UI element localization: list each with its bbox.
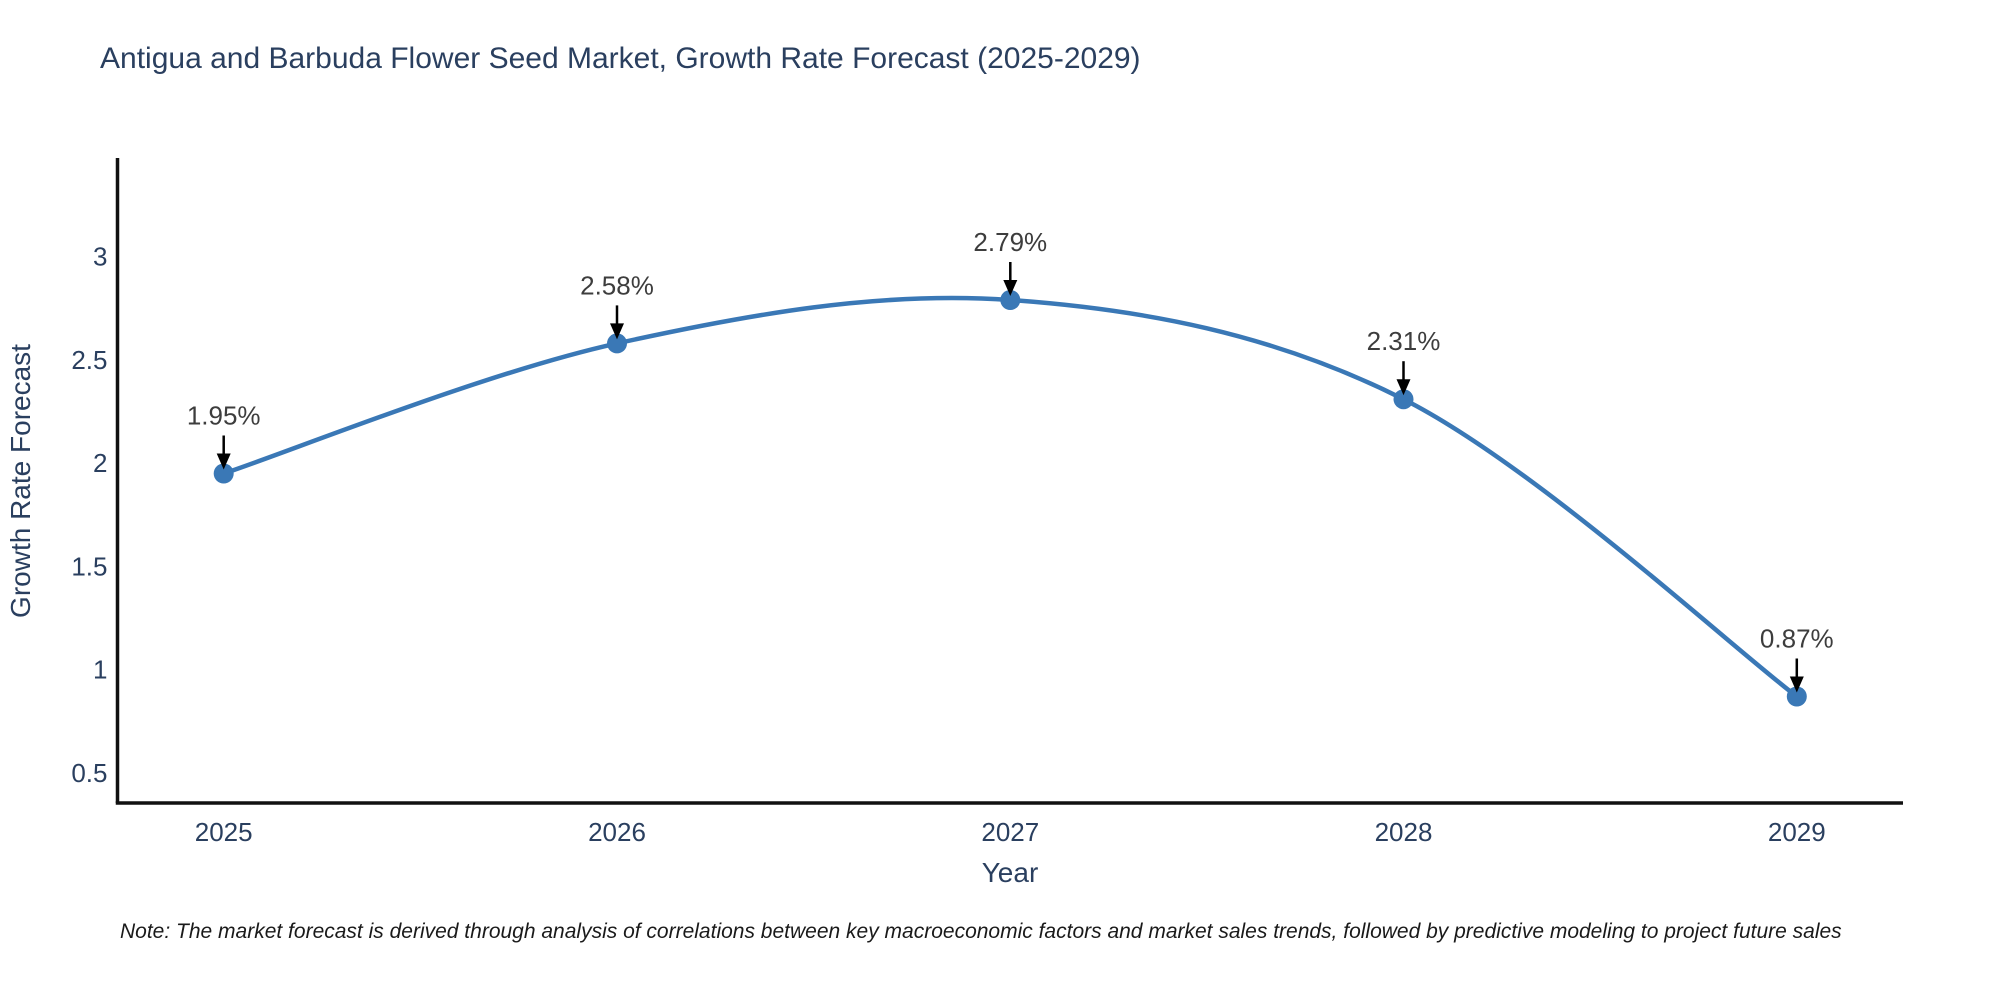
point-annotation-label: 2.58% bbox=[580, 270, 654, 300]
footnote: Note: The market forecast is derived thr… bbox=[120, 920, 1842, 943]
annotation-arrowhead bbox=[610, 323, 624, 340]
x-tick-label: 2026 bbox=[588, 817, 646, 847]
chart-title: Antigua and Barbuda Flower Seed Market, … bbox=[100, 42, 1141, 75]
y-tick-label: 1.5 bbox=[71, 551, 107, 581]
y-tick-label: 2 bbox=[93, 448, 107, 478]
y-tick-label: 2.5 bbox=[71, 345, 107, 375]
forecast-line bbox=[221, 295, 1800, 699]
point-annotation-label: 1.95% bbox=[187, 401, 261, 431]
x-tick-label: 2025 bbox=[195, 817, 253, 847]
plot-series-group: 0.5 1 1.5 2 2.5 3 2025 2026 2027 2028 2029 1.95% 2.5… bbox=[71, 158, 1903, 847]
y-tick-label: 1 bbox=[93, 655, 107, 685]
data-point bbox=[213, 463, 234, 484]
annotation-arrowhead bbox=[216, 453, 231, 470]
y-axis-title: Growth Rate Forecast bbox=[5, 344, 36, 618]
annotation-arrowhead bbox=[1396, 379, 1411, 396]
annotation-arrowhead bbox=[1003, 280, 1018, 296]
x-axis-title: Year bbox=[982, 857, 1039, 888]
data-point bbox=[607, 333, 627, 354]
point-annotation-label: 0.87% bbox=[1760, 624, 1834, 654]
point-annotation-label: 2.79% bbox=[973, 227, 1047, 257]
x-tick-label: 2027 bbox=[981, 817, 1039, 847]
data-point bbox=[1000, 290, 1021, 310]
data-point bbox=[1393, 389, 1414, 410]
y-tick-label: 3 bbox=[93, 242, 107, 272]
x-tick-label: 2028 bbox=[1375, 817, 1433, 847]
annotation-arrowhead bbox=[1789, 676, 1804, 693]
x-tick-label: 2029 bbox=[1768, 817, 1826, 847]
point-annotation-label: 2.31% bbox=[1367, 326, 1441, 356]
y-tick-label: 0.5 bbox=[71, 758, 107, 788]
data-point bbox=[1786, 686, 1807, 707]
